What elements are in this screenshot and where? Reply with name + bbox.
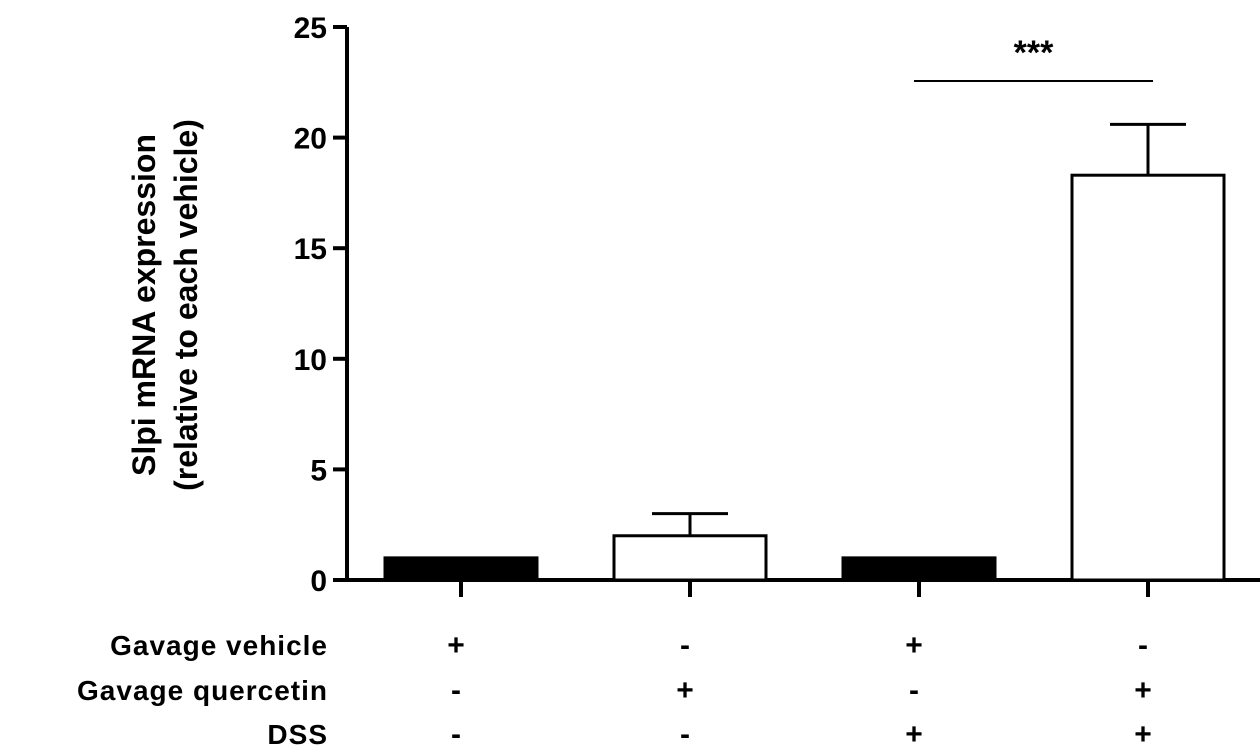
condition-sign-r3-c1: - bbox=[451, 718, 461, 746]
condition-sign-r1-c2: - bbox=[680, 629, 690, 662]
significance-label: *** bbox=[1014, 34, 1054, 72]
condition-sign-r1-c1: + bbox=[447, 629, 465, 662]
condition-sign-r2-c4: + bbox=[1134, 674, 1152, 707]
bar-4 bbox=[1070, 173, 1226, 582]
condition-table: Gavage vehicle + - + - Gavage quercetin - + - + DS… bbox=[77, 629, 1152, 746]
y-axis-title-line-1: Slpi mRNA expression bbox=[126, 134, 162, 476]
significance-annotation: *** bbox=[914, 34, 1153, 82]
bars bbox=[383, 173, 1226, 582]
condition-row-label-2: Gavage quercetin bbox=[77, 675, 328, 706]
condition-sign-r2-c2: + bbox=[676, 674, 694, 707]
y-tick-label-5: 5 bbox=[310, 454, 327, 487]
bar-3 bbox=[841, 556, 997, 582]
x-ticks bbox=[459, 580, 1150, 597]
condition-row-label-3: DSS bbox=[267, 719, 328, 746]
condition-sign-r2-c1: - bbox=[451, 674, 461, 707]
condition-sign-r1-c3: + bbox=[905, 629, 923, 662]
y-axis-title: Slpi mRNA expression (relative to each v… bbox=[126, 119, 204, 491]
y-ticks: 0 5 10 15 20 25 bbox=[294, 12, 347, 598]
y-tick-label-25: 25 bbox=[294, 12, 327, 45]
condition-sign-r1-c4: - bbox=[1138, 629, 1148, 662]
y-tick-label-20: 20 bbox=[294, 123, 327, 156]
error-bars bbox=[652, 122, 1186, 536]
condition-sign-r3-c4: + bbox=[1134, 718, 1152, 746]
condition-row-label-1: Gavage vehicle bbox=[110, 630, 328, 661]
y-tick-label-15: 15 bbox=[294, 233, 327, 266]
bar-2 bbox=[612, 534, 768, 582]
condition-sign-r3-c2: - bbox=[680, 718, 690, 746]
condition-sign-r2-c3: - bbox=[909, 674, 919, 707]
bar-1 bbox=[383, 556, 539, 582]
condition-sign-r3-c3: + bbox=[905, 718, 923, 746]
y-tick-label-0: 0 bbox=[310, 565, 327, 598]
y-axis-title-line-2: (relative to each vehicle) bbox=[168, 119, 204, 491]
y-tick-label-10: 10 bbox=[294, 344, 327, 377]
